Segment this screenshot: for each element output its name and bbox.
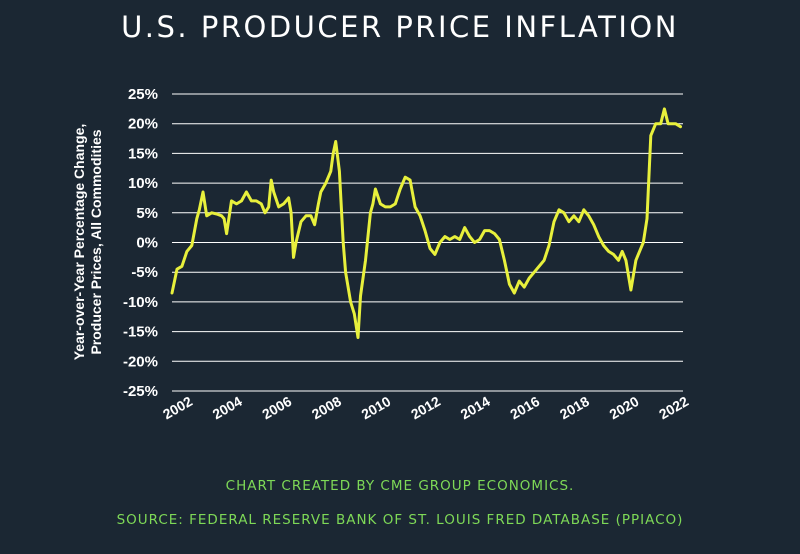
x-tick-label: 2014 xyxy=(458,393,493,423)
y-axis-label-line-2: Producer Prices, All Commodities xyxy=(88,129,104,354)
y-tick-label: -25% xyxy=(123,383,158,400)
line-chart: 25% 20% 15% 10% 5% 0% -5% -10% -15% -20% -25% 2002… xyxy=(71,86,691,423)
y-tick-label: -5% xyxy=(131,264,158,281)
y-axis-label-line-1: Year-over-Year Percentage Change, xyxy=(71,124,87,361)
chart-source: SOURCE: FEDERAL RESERVE BANK OF ST. LOUI… xyxy=(116,512,684,528)
x-tick-label: 2020 xyxy=(607,393,642,423)
y-tick-label: -10% xyxy=(123,294,158,311)
x-tick-label: 2006 xyxy=(259,393,294,423)
chart-title: U.S. PRODUCER PRICE INFLATION xyxy=(121,10,679,44)
x-tick-label: 2008 xyxy=(309,393,344,423)
y-tick-label: 5% xyxy=(136,205,158,222)
y-tick-label: 20% xyxy=(128,116,158,133)
x-tick-label: 2002 xyxy=(160,393,195,423)
y-tick-label: -20% xyxy=(123,353,158,370)
series-line-ppi xyxy=(170,107,682,339)
x-tick-label: 2004 xyxy=(210,393,245,423)
y-tick-label: 15% xyxy=(128,145,158,162)
gridlines xyxy=(172,93,683,392)
x-tick-label: 2010 xyxy=(358,393,393,423)
y-tick-label: 25% xyxy=(128,86,158,103)
y-tick-label: -15% xyxy=(123,324,158,341)
y-tick-label: 0% xyxy=(136,235,158,252)
x-axis-ticks: 2002 2004 2006 2008 2010 2012 2014 2016 2018 2020… xyxy=(160,393,691,423)
x-tick-label: 2022 xyxy=(656,393,691,423)
x-tick-label: 2016 xyxy=(507,393,542,423)
x-tick-label: 2012 xyxy=(408,393,443,423)
y-tick-label: 10% xyxy=(128,175,158,192)
y-axis-ticks: 25% 20% 15% 10% 5% 0% -5% -10% -15% -20% -25% xyxy=(123,86,158,400)
chart-credit: CHART CREATED BY CME GROUP ECONOMICS. xyxy=(225,478,575,494)
x-tick-label: 2018 xyxy=(557,393,592,423)
